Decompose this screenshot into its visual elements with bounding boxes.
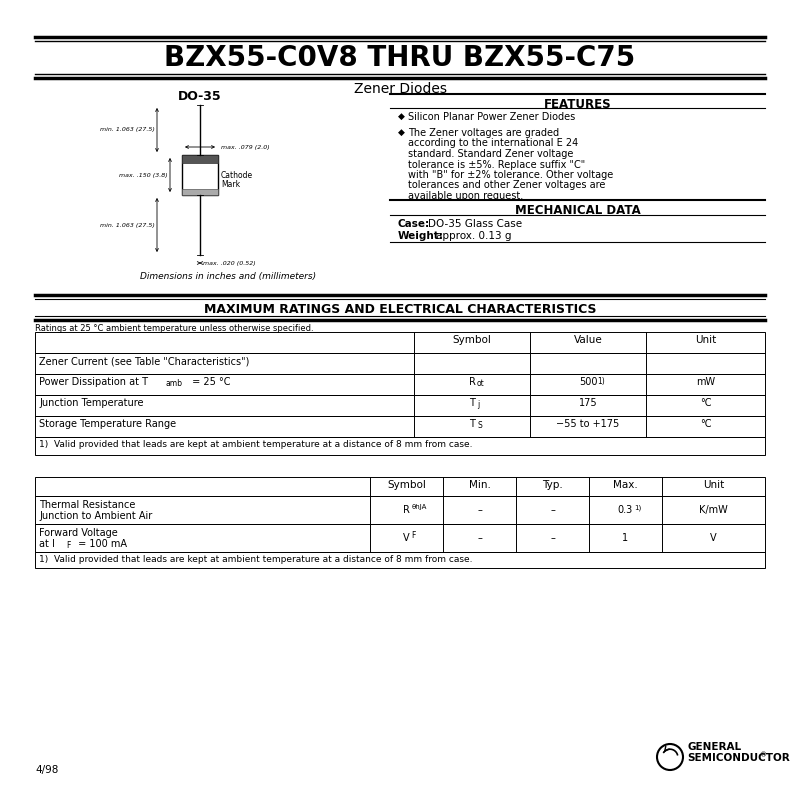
Text: max. .020 (0.52): max. .020 (0.52) <box>203 261 256 266</box>
Text: ®: ® <box>760 752 767 758</box>
Text: 1: 1 <box>622 533 629 543</box>
Text: min. 1.063 (27.5): min. 1.063 (27.5) <box>100 222 155 227</box>
Text: –: – <box>550 533 555 543</box>
Text: ◆: ◆ <box>398 112 405 121</box>
Text: Unit: Unit <box>695 335 716 345</box>
Text: Ratings at 25 °C ambient temperature unless otherwise specified.: Ratings at 25 °C ambient temperature unl… <box>35 324 314 333</box>
Text: min. 1.063 (27.5): min. 1.063 (27.5) <box>100 127 155 133</box>
Bar <box>35 374 765 395</box>
Bar <box>35 395 765 416</box>
Text: Silicon Planar Power Zener Diodes: Silicon Planar Power Zener Diodes <box>408 112 575 122</box>
Text: 500: 500 <box>578 377 598 387</box>
Text: R: R <box>403 505 410 515</box>
Text: Thermal Resistance: Thermal Resistance <box>39 500 135 510</box>
Text: 1)  Valid provided that leads are kept at ambient temperature at a distance of 8: 1) Valid provided that leads are kept at… <box>39 440 473 449</box>
Text: DO-35: DO-35 <box>178 90 222 103</box>
Text: F: F <box>66 541 70 550</box>
Text: amb: amb <box>165 379 182 388</box>
Text: Zener Diodes: Zener Diodes <box>354 82 446 96</box>
Text: MAXIMUM RATINGS AND ELECTRICAL CHARACTERISTICS: MAXIMUM RATINGS AND ELECTRICAL CHARACTER… <box>204 303 596 316</box>
Text: at I: at I <box>39 539 55 549</box>
Text: Value: Value <box>574 335 602 345</box>
Text: Dimensions in inches and (millimeters): Dimensions in inches and (millimeters) <box>140 272 316 281</box>
Text: DO-35 Glass Case: DO-35 Glass Case <box>428 219 522 229</box>
Text: max. .079 (2.0): max. .079 (2.0) <box>221 145 270 150</box>
Text: Min.: Min. <box>469 480 490 490</box>
Bar <box>35 332 765 353</box>
Text: Symbol: Symbol <box>387 480 426 490</box>
Text: 4/98: 4/98 <box>35 765 58 775</box>
Text: 175: 175 <box>578 398 598 408</box>
Text: Junction Temperature: Junction Temperature <box>39 398 143 408</box>
Text: standard. Standard Zener voltage: standard. Standard Zener voltage <box>408 149 574 159</box>
Text: 1)  Valid provided that leads are kept at ambient temperature at a distance of 8: 1) Valid provided that leads are kept at… <box>39 555 473 564</box>
Text: θhJA: θhJA <box>411 504 427 510</box>
Text: Zener Current (see Table "Characteristics"): Zener Current (see Table "Characteristic… <box>39 356 250 366</box>
Text: V: V <box>710 533 717 543</box>
Text: FEATURES: FEATURES <box>544 98 611 111</box>
Bar <box>35 477 765 496</box>
Text: The Zener voltages are graded: The Zener voltages are graded <box>408 128 559 138</box>
Text: Junction to Ambient Air: Junction to Ambient Air <box>39 511 152 521</box>
Bar <box>35 496 765 524</box>
Text: –: – <box>550 505 555 515</box>
Text: mW: mW <box>696 377 715 387</box>
Text: SEMICONDUCTOR: SEMICONDUCTOR <box>687 753 790 763</box>
Text: approx. 0.13 g: approx. 0.13 g <box>436 231 511 241</box>
Text: Cathode: Cathode <box>221 171 253 180</box>
Text: BZX55-C0V8 THRU BZX55-C75: BZX55-C0V8 THRU BZX55-C75 <box>164 44 636 72</box>
Text: T: T <box>469 398 475 408</box>
Text: K/mW: K/mW <box>699 505 728 515</box>
Text: GENERAL: GENERAL <box>687 742 741 752</box>
Text: S: S <box>477 421 482 430</box>
Text: 1): 1) <box>597 377 605 386</box>
Text: = 100 mA: = 100 mA <box>75 539 127 549</box>
Text: with "B" for ±2% tolerance. Other voltage: with "B" for ±2% tolerance. Other voltag… <box>408 170 614 180</box>
Bar <box>35 353 765 374</box>
Text: Max.: Max. <box>613 480 638 490</box>
Text: Symbol: Symbol <box>453 335 491 345</box>
Bar <box>182 155 218 195</box>
Text: 0.3: 0.3 <box>618 505 633 515</box>
Text: available upon request.: available upon request. <box>408 191 523 201</box>
Bar <box>182 189 218 195</box>
Text: = 25 °C: = 25 °C <box>189 377 230 387</box>
Text: j: j <box>477 400 479 409</box>
Text: −55 to +175: −55 to +175 <box>556 419 620 429</box>
Text: Storage Temperature Range: Storage Temperature Range <box>39 419 176 429</box>
Bar <box>35 524 765 552</box>
Bar <box>35 437 765 455</box>
Text: ot: ot <box>477 379 485 388</box>
Text: tolerance is ±5%. Replace suffix "C": tolerance is ±5%. Replace suffix "C" <box>408 159 586 170</box>
Text: °C: °C <box>700 419 711 429</box>
Text: R: R <box>469 377 475 387</box>
Text: 1): 1) <box>634 505 642 511</box>
Bar <box>182 155 218 163</box>
Text: –: – <box>477 533 482 543</box>
Text: Unit: Unit <box>703 480 724 490</box>
Text: F: F <box>411 530 416 539</box>
Text: Forward Voltage: Forward Voltage <box>39 528 118 538</box>
Text: Mark: Mark <box>221 180 240 189</box>
Text: Typ.: Typ. <box>542 480 563 490</box>
Text: °C: °C <box>700 398 711 408</box>
Text: max. .150 (3.8): max. .150 (3.8) <box>119 173 168 178</box>
Text: tolerances and other Zener voltages are: tolerances and other Zener voltages are <box>408 181 606 190</box>
Text: Power Dissipation at T: Power Dissipation at T <box>39 377 148 387</box>
Text: Weight:: Weight: <box>398 231 444 241</box>
Text: T: T <box>469 419 475 429</box>
Text: Case:: Case: <box>398 219 430 229</box>
Text: MECHANICAL DATA: MECHANICAL DATA <box>514 204 640 217</box>
Bar <box>35 552 765 568</box>
Text: ◆: ◆ <box>398 128 405 137</box>
Text: according to the international E 24: according to the international E 24 <box>408 138 578 149</box>
Text: –: – <box>477 505 482 515</box>
Text: V: V <box>403 533 410 543</box>
Bar <box>35 416 765 437</box>
